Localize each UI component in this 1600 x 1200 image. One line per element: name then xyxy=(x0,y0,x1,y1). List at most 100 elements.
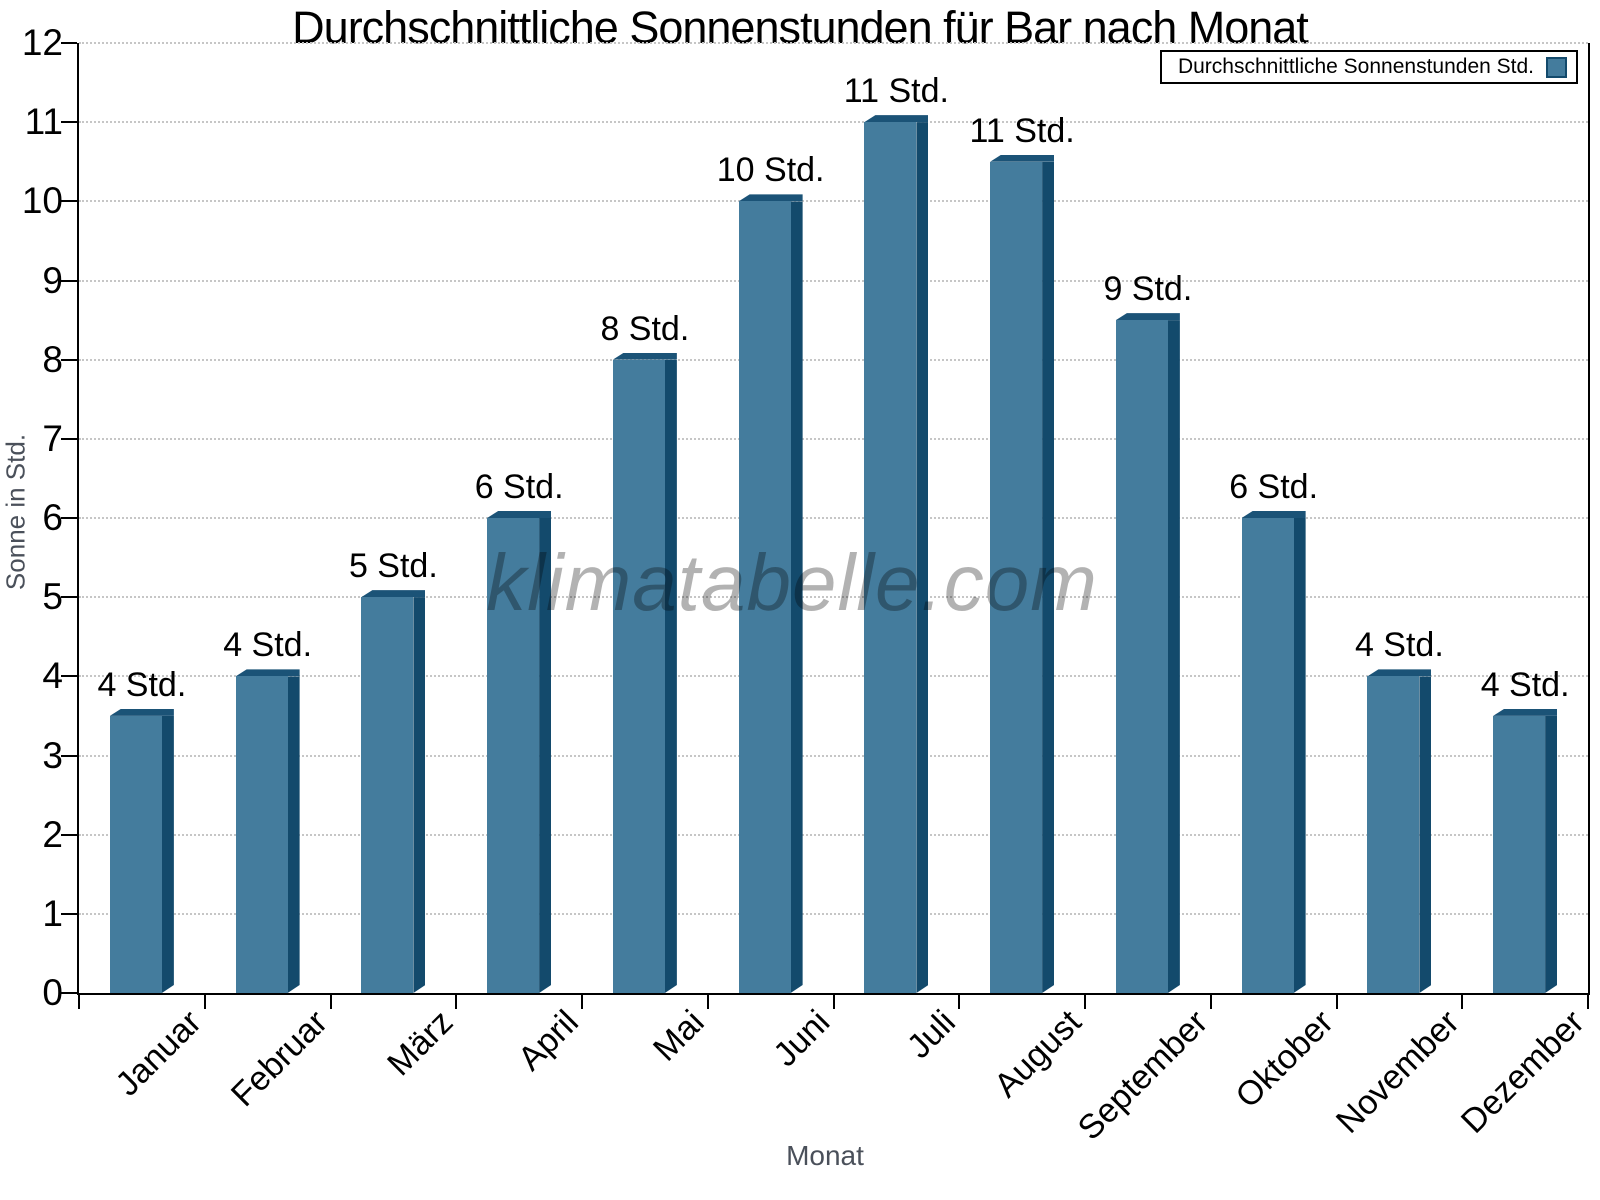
bar-top-bevel xyxy=(1115,313,1180,321)
bar-face xyxy=(1115,320,1168,993)
bar xyxy=(1367,669,1432,993)
x-axis-tick xyxy=(1587,995,1589,1009)
x-axis-tick xyxy=(329,995,332,1009)
bar-side-shade xyxy=(916,122,928,993)
x-axis-tick xyxy=(78,995,80,1009)
bar-face xyxy=(1367,676,1420,993)
bar-face xyxy=(1493,715,1546,993)
y-axis-tick xyxy=(61,596,77,599)
bar-top-bevel xyxy=(990,154,1055,162)
bar xyxy=(612,352,677,993)
bar xyxy=(990,154,1055,993)
bar-value-label: 9 Std. xyxy=(1103,270,1193,309)
bar-side-shade xyxy=(665,360,677,993)
y-axis-tick xyxy=(61,675,77,678)
x-category-label: Juli xyxy=(900,1003,964,1066)
x-axis-tick xyxy=(706,995,709,1009)
bar-value-label: 10 Std. xyxy=(716,151,825,190)
bar-side-shade xyxy=(1042,162,1054,993)
y-axis-tick xyxy=(61,833,77,836)
bar-side-shade xyxy=(1545,716,1557,993)
x-axis-tick xyxy=(203,995,206,1009)
x-category-label: September xyxy=(1070,1003,1215,1148)
x-axis-tick xyxy=(1084,995,1086,1009)
x-category-label: August xyxy=(987,1003,1089,1105)
x-category-label: Dezember xyxy=(1454,1003,1592,1141)
legend-swatch xyxy=(1546,56,1567,78)
bar-value-label: 4 Std. xyxy=(97,665,187,704)
bar xyxy=(487,511,552,993)
x-axis-title: Monat xyxy=(786,1140,864,1171)
bar-top-bevel xyxy=(235,669,300,677)
bar xyxy=(109,708,174,993)
y-axis-tick xyxy=(61,200,77,203)
x-category-label: Juni xyxy=(766,1003,838,1074)
bar-side-shade xyxy=(162,716,174,993)
gridline xyxy=(79,596,1588,599)
y-tick-label: 1 xyxy=(42,892,63,934)
bar-face xyxy=(612,359,665,993)
y-tick-label: 9 xyxy=(42,259,63,301)
legend: Durchschnittliche Sonnenstunden Std. xyxy=(1159,50,1578,84)
bar-side-shade xyxy=(539,518,551,993)
bar-top-bevel xyxy=(612,352,677,360)
bar xyxy=(738,194,803,993)
y-axis-tick xyxy=(61,437,77,440)
y-axis-tick xyxy=(61,279,77,282)
bar-value-label: 6 Std. xyxy=(1229,468,1319,506)
x-axis-tick xyxy=(581,995,583,1009)
bar-side-shade xyxy=(413,597,425,993)
y-axis-tick xyxy=(61,912,77,915)
gridline xyxy=(79,754,1588,757)
bar-value-label: 4 Std. xyxy=(1480,665,1570,704)
y-tick-label: 6 xyxy=(42,497,63,538)
y-tick-label: 5 xyxy=(42,576,63,618)
y-axis-tick xyxy=(61,358,77,361)
gridline xyxy=(79,437,1588,440)
bar-value-label: 11 Std. xyxy=(843,72,949,111)
bar-value-label: 6 Std. xyxy=(474,468,564,506)
x-axis-tick xyxy=(455,995,458,1009)
x-category-label: März xyxy=(379,1003,461,1084)
y-axis-tick xyxy=(61,42,77,44)
x-category-label: November xyxy=(1328,1003,1467,1141)
y-tick-label: 12 xyxy=(21,22,63,63)
y-axis-tick xyxy=(61,121,77,124)
bar-face xyxy=(738,201,791,993)
bar-top-bevel xyxy=(1241,511,1306,518)
bar-top-bevel xyxy=(1493,708,1558,716)
y-axis-title: Sonne in Std. xyxy=(0,433,31,591)
gridline xyxy=(79,121,1588,124)
bar-side-shade xyxy=(1419,676,1431,993)
y-tick-label: 11 xyxy=(24,101,63,143)
legend-label: Durchschnittliche Sonnenstunden Std. xyxy=(1177,55,1534,78)
bar-side-shade xyxy=(791,201,803,993)
gridline xyxy=(79,912,1588,915)
y-tick-label: 10 xyxy=(21,180,63,222)
bar-value-label: 4 Std. xyxy=(223,626,313,665)
bar-top-bevel xyxy=(1367,669,1432,677)
gridline xyxy=(79,358,1588,361)
bar xyxy=(1241,511,1306,993)
bar-top-bevel xyxy=(487,511,552,518)
gridline xyxy=(79,675,1588,678)
gridline xyxy=(79,279,1588,282)
bar-face xyxy=(361,597,414,993)
bar xyxy=(864,115,929,993)
bar-face xyxy=(235,676,288,993)
bar xyxy=(361,590,426,993)
bar-face xyxy=(864,122,917,993)
x-category-label: Mai xyxy=(646,1003,712,1069)
y-axis-tick xyxy=(61,754,77,757)
bar xyxy=(1115,313,1180,993)
gridline xyxy=(79,200,1588,203)
bar-face xyxy=(990,161,1043,993)
bar-value-label: 4 Std. xyxy=(1354,626,1444,665)
x-category-label: Februar xyxy=(223,1003,335,1115)
bar-top-bevel xyxy=(738,194,803,202)
bar-side-shade xyxy=(1294,518,1306,993)
y-tick-label: 8 xyxy=(42,338,63,380)
gridline xyxy=(79,833,1588,836)
x-axis-tick xyxy=(1461,995,1464,1009)
